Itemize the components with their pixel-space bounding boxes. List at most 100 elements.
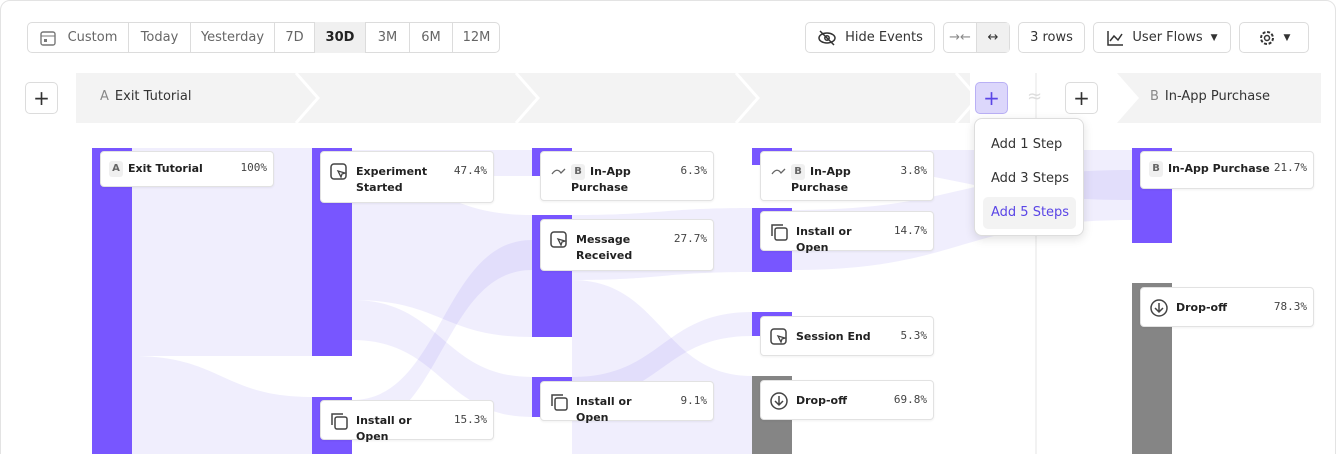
flow-node[interactable]: Drop-off 69.8%: [760, 380, 934, 420]
node-label: Drop-off: [1176, 300, 1256, 316]
date-range-label: Custom: [67, 30, 118, 45]
node-name: Drop-off: [1176, 301, 1228, 314]
node-label: Install or Open: [796, 224, 876, 256]
node-letter: B: [571, 164, 585, 180]
flow-bar: [92, 148, 132, 454]
node-icon: [769, 391, 789, 414]
node-letter: B: [1149, 161, 1163, 177]
flow-node[interactable]: Message Received 27.7%: [540, 219, 714, 271]
node-name: Message Received: [576, 233, 633, 262]
rows-button[interactable]: 3 rows: [1018, 22, 1085, 53]
node-percent: 15.3%: [453, 413, 487, 426]
hide-events-button[interactable]: Hide Events: [805, 22, 935, 53]
collapse-button[interactable]: →←: [944, 23, 977, 52]
expand-button[interactable]: ↔: [977, 23, 1009, 52]
collapse-indicator: ≈: [1027, 86, 1043, 107]
chevron: ▼: [1283, 32, 1291, 43]
date-range-button[interactable]: Today: [129, 22, 191, 53]
menu-item[interactable]: Add 1 Step: [991, 137, 1063, 152]
chart-icon: [1107, 30, 1124, 46]
flow-node[interactable]: Drop-off 78.3%: [1140, 287, 1314, 327]
node-label: B In-App Purchase: [571, 164, 661, 196]
node-name: Session End: [796, 330, 871, 343]
node-percent: 3.8%: [900, 164, 928, 177]
step-header: A Exit Tutorial: [100, 89, 191, 104]
node-label: Experiment Started: [356, 164, 436, 196]
node-label: Install or Open: [576, 394, 656, 426]
menu-item[interactable]: Add 3 Steps: [991, 171, 1070, 186]
step-letter: B: [1150, 89, 1159, 104]
step-band: [1117, 73, 1321, 123]
date-range-label: Today: [140, 30, 179, 45]
date-range-button[interactable]: 6M: [410, 22, 453, 53]
flow-node[interactable]: Install or Open 14.7%: [760, 211, 934, 254]
node-name: In-App Purchase: [791, 165, 851, 194]
flow-node[interactable]: B In-App Purchase 21.7%: [1140, 151, 1314, 189]
flow-node[interactable]: Experiment Started 47.4%: [320, 151, 494, 203]
date-range-button[interactable]: Custom: [27, 22, 129, 53]
node-percent: 27.7%: [673, 232, 707, 245]
node-name: Install or Open: [576, 395, 632, 424]
node-percent: 47.4%: [453, 164, 487, 177]
node-percent: 5.3%: [900, 329, 928, 342]
date-range-label: 6M: [421, 30, 441, 45]
node-label: Message Received: [576, 232, 656, 264]
gear-icon: [1259, 30, 1274, 45]
chevron: ▼: [1210, 32, 1218, 43]
date-range-button[interactable]: 12M: [453, 22, 500, 53]
flow-node[interactable]: B In-App Purchase 6.3%: [540, 151, 714, 201]
node-name: In-App Purchase: [571, 165, 631, 194]
node-percent: 69.8%: [893, 393, 927, 406]
node-percent: 9.1%: [680, 394, 708, 407]
flow-node[interactable]: B In-App Purchase 3.8%: [760, 151, 934, 201]
node-name: Install or Open: [796, 225, 852, 254]
node-label: Drop-off: [796, 393, 876, 409]
date-range-label: 12M: [462, 30, 491, 45]
node-name: Drop-off: [796, 394, 848, 407]
eye-off-icon: [818, 29, 836, 46]
date-range-button[interactable]: 7D: [275, 22, 315, 53]
node-name: Install or Open: [356, 414, 412, 443]
step-label: Exit Tutorial: [114, 89, 192, 104]
date-range-button[interactable]: 30D: [315, 22, 366, 53]
node-percent: 100%: [240, 161, 268, 174]
node-icon: [769, 162, 789, 185]
node-name: Exit Tutorial: [128, 162, 203, 175]
add-step-button[interactable]: +: [975, 82, 1008, 114]
date-range-group: [27, 22, 500, 53]
collapse-expand: →← ↔: [943, 22, 1010, 53]
add-step-button[interactable]: +: [25, 82, 58, 114]
flow-node[interactable]: A Exit Tutorial 100%: [100, 151, 274, 187]
step-letter: A: [100, 89, 109, 104]
date-range-label: Yesterday: [200, 30, 265, 45]
node-icon: [769, 327, 789, 350]
add-steps-menu: Add 1 Step Add 3 Steps Add 5 Steps: [974, 118, 1084, 236]
add-step-button[interactable]: +: [1065, 82, 1098, 114]
menu-item[interactable]: Add 5 Steps: [983, 197, 1076, 229]
flow-node[interactable]: Session End 5.3%: [760, 316, 934, 356]
date-range-button[interactable]: Yesterday: [191, 22, 275, 53]
view-dropdown[interactable]: User Flows ▼: [1093, 22, 1231, 53]
flow-node[interactable]: Install or Open 9.1%: [540, 381, 714, 424]
flow-node[interactable]: Install or Open 15.3%: [320, 400, 494, 443]
settings-button[interactable]: ▼: [1239, 22, 1309, 53]
step-label: In-App Purchase: [1164, 89, 1270, 104]
node-percent: 14.7%: [893, 224, 927, 237]
node-name: Experiment Started: [356, 165, 428, 194]
node-icon: [329, 162, 349, 185]
node-percent: 78.3%: [1273, 300, 1307, 313]
node-icon: [329, 411, 349, 434]
node-icon: [769, 222, 789, 245]
calendar-icon: [40, 30, 56, 46]
node-icon: [549, 230, 569, 253]
date-range-button[interactable]: 3M: [366, 22, 410, 53]
node-icon: [549, 392, 569, 415]
node-label: B In-App Purchase: [791, 164, 881, 196]
step-header: B In-App Purchase: [1150, 89, 1270, 104]
node-icon: [549, 162, 569, 185]
node-label: A Exit Tutorial: [109, 161, 239, 177]
node-label: Install or Open: [356, 413, 436, 445]
date-range-label: 3M: [377, 30, 398, 45]
date-range-label: 30D: [325, 30, 355, 45]
node-label: Session End: [796, 329, 876, 345]
